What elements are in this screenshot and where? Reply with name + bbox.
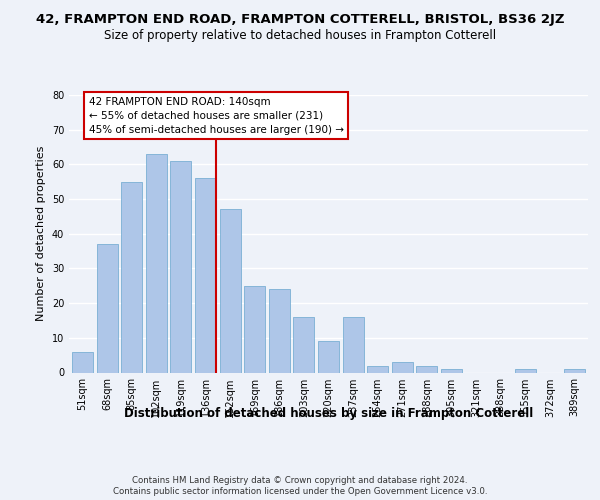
- Text: 42, FRAMPTON END ROAD, FRAMPTON COTTERELL, BRISTOL, BS36 2JZ: 42, FRAMPTON END ROAD, FRAMPTON COTTEREL…: [36, 12, 564, 26]
- Bar: [220, 210, 241, 372]
- Text: Contains public sector information licensed under the Open Government Licence v3: Contains public sector information licen…: [113, 487, 487, 496]
- Bar: [72, 352, 93, 372]
- Bar: [367, 366, 388, 372]
- Bar: [146, 154, 167, 372]
- Text: Size of property relative to detached houses in Frampton Cotterell: Size of property relative to detached ho…: [104, 28, 496, 42]
- Text: Contains HM Land Registry data © Crown copyright and database right 2024.: Contains HM Land Registry data © Crown c…: [132, 476, 468, 485]
- Bar: [564, 369, 585, 372]
- Bar: [170, 161, 191, 372]
- Text: Distribution of detached houses by size in Frampton Cotterell: Distribution of detached houses by size …: [124, 408, 533, 420]
- Y-axis label: Number of detached properties: Number of detached properties: [36, 146, 46, 322]
- Bar: [343, 317, 364, 372]
- Bar: [195, 178, 216, 372]
- Bar: [416, 366, 437, 372]
- Bar: [392, 362, 413, 372]
- Bar: [121, 182, 142, 372]
- Bar: [269, 289, 290, 372]
- Text: 42 FRAMPTON END ROAD: 140sqm
← 55% of detached houses are smaller (231)
45% of s: 42 FRAMPTON END ROAD: 140sqm ← 55% of de…: [89, 96, 344, 134]
- Bar: [293, 317, 314, 372]
- Bar: [441, 369, 462, 372]
- Bar: [515, 369, 536, 372]
- Bar: [318, 342, 339, 372]
- Bar: [244, 286, 265, 372]
- Bar: [97, 244, 118, 372]
